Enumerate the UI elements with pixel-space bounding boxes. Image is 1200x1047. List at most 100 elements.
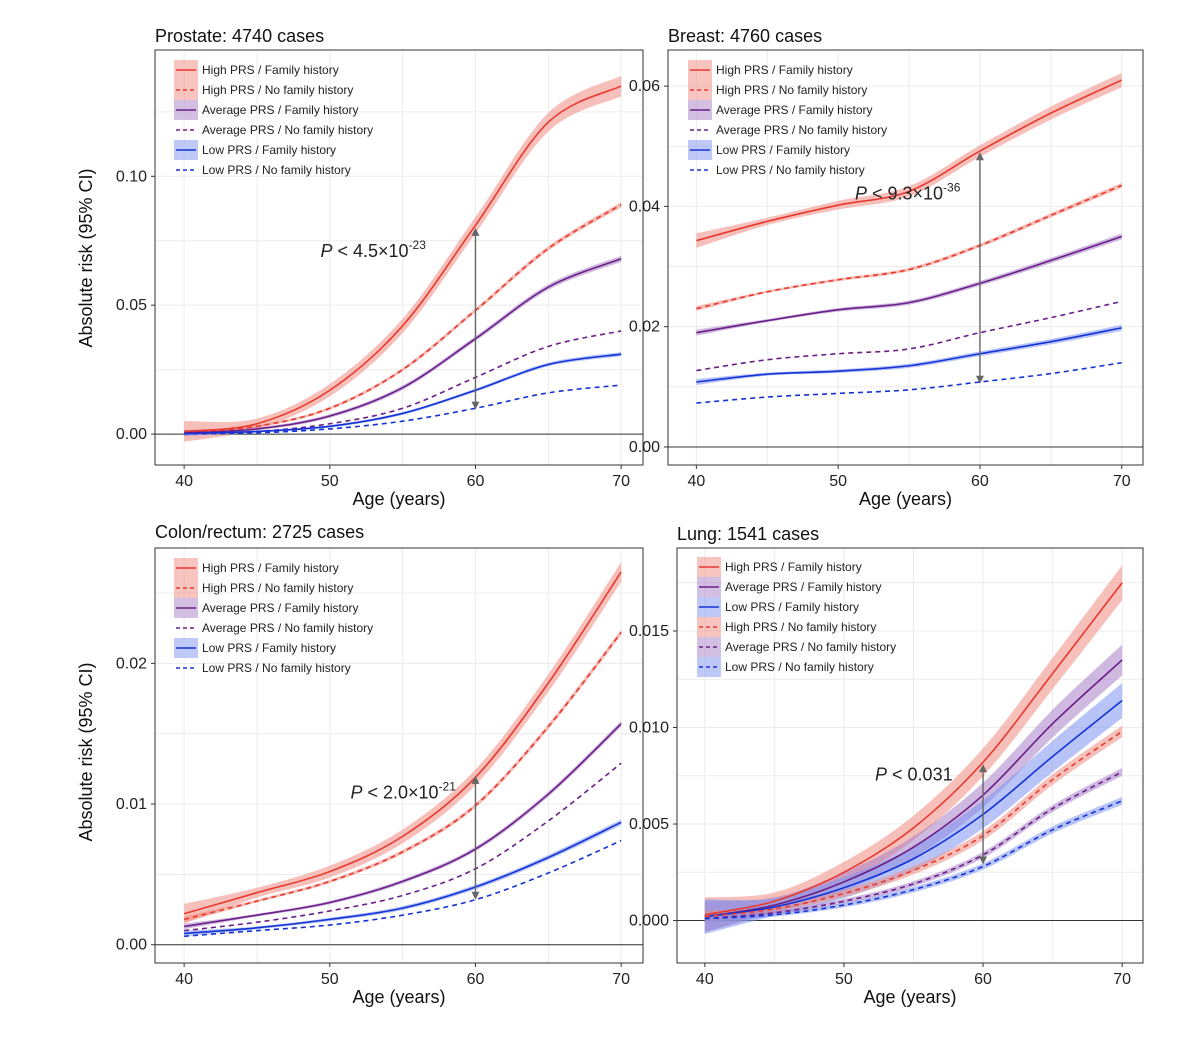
x-tick-label: 60 — [467, 473, 485, 490]
plot-frame — [154, 49, 644, 466]
legend-label: Average PRS / No family history — [202, 621, 373, 635]
legend-item: High PRS / No family history — [697, 617, 876, 637]
y-tick-label: 0.000 — [629, 913, 669, 930]
y-tick-label: 0.10 — [116, 168, 147, 185]
legend-item: Low PRS / No family history — [697, 657, 874, 677]
legend-label: High PRS / No family history — [202, 83, 353, 97]
y-tick-label: 0.02 — [629, 319, 660, 336]
x-tick-label: 40 — [175, 971, 193, 988]
legend: High PRS / Family history Average PRS / F… — [697, 557, 896, 677]
legend-label: Low PRS / No family history — [202, 661, 351, 675]
chart-title: Colon/rectum: 2725 cases — [155, 522, 364, 542]
legend-label: High PRS / No family history — [202, 581, 353, 595]
plot-frame — [154, 547, 644, 964]
legend-item: High PRS / No family history — [174, 578, 353, 598]
series-group — [704, 565, 1123, 935]
series-line — [184, 839, 622, 938]
legend-label: Low PRS / No family history — [725, 660, 874, 674]
y-tick-label: 0.015 — [629, 623, 669, 640]
legend-item: High PRS / Family history — [174, 60, 339, 80]
series-line — [704, 659, 1123, 918]
series-line — [696, 235, 1122, 334]
series-line — [184, 723, 622, 928]
legend-label: High PRS / Family history — [725, 560, 862, 574]
x-tick-label: 70 — [612, 473, 630, 490]
series-line — [184, 821, 622, 935]
legend: High PRS / Family history High PRS / No f… — [174, 60, 373, 177]
x-tick-label: 60 — [974, 971, 992, 988]
x-tick-label: 40 — [696, 971, 714, 988]
legend-item: Low PRS / No family history — [690, 163, 865, 177]
series-line — [184, 258, 622, 434]
x-tick-label: 70 — [1113, 971, 1131, 988]
series-line — [696, 79, 1123, 242]
legend-label: High PRS / No family history — [725, 620, 876, 634]
series-group — [184, 75, 622, 442]
series-line — [704, 800, 1123, 920]
legend-item: High PRS / Family history — [697, 557, 862, 577]
legend-item: Low PRS / Family history — [174, 638, 336, 658]
x-tick-label: 50 — [835, 971, 853, 988]
arrow-head-up — [471, 227, 480, 236]
series-line — [704, 582, 1123, 916]
legend-item: High PRS / No family history — [174, 80, 353, 100]
x-tick-label: 40 — [687, 473, 705, 490]
legend-item: Low PRS / Family history — [688, 140, 850, 160]
legend-label: Average PRS / No family history — [716, 123, 887, 137]
series-line — [184, 85, 622, 433]
series-line — [704, 730, 1123, 918]
legend-item: Average PRS / Family history — [174, 598, 359, 618]
legend-item: Average PRS / Family history — [688, 100, 873, 120]
x-tick-label: 40 — [175, 473, 193, 490]
y-axis-label-bottom: Absolute risk (95% CI) — [76, 662, 96, 841]
plot-frame — [667, 49, 1144, 466]
y-tick-label: 0.01 — [116, 796, 147, 813]
ci-band — [696, 72, 1122, 248]
series-line — [704, 699, 1123, 918]
series-line — [696, 327, 1122, 383]
x-tick-label: 50 — [829, 473, 847, 490]
x-axis-label: Age (years) — [863, 987, 956, 1007]
series-line — [184, 384, 622, 435]
legend-label: High PRS / Family history — [716, 63, 853, 77]
arrow-head-up — [979, 764, 988, 773]
legend-label: Low PRS / Family history — [202, 143, 336, 157]
series-line — [696, 361, 1122, 404]
x-tick-label: 60 — [971, 473, 989, 490]
series-line — [696, 184, 1123, 310]
series-line — [704, 771, 1123, 920]
x-tick-label: 50 — [321, 971, 339, 988]
legend-label: Low PRS / Family history — [202, 641, 336, 655]
arrow-head-down — [471, 401, 480, 410]
arrow-head-down — [975, 375, 984, 384]
chart-title: Prostate: 4740 cases — [155, 26, 324, 46]
y-tick-label: 0.02 — [116, 655, 147, 672]
p-value-annotation: P < 9.3×10-36 — [855, 181, 961, 204]
p-value-annotation: P < 4.5×10-23 — [320, 238, 426, 261]
chart-title: Breast: 4760 cases — [668, 26, 822, 46]
ci-band — [696, 182, 1122, 312]
series-line — [183, 631, 622, 921]
series-line — [184, 203, 622, 434]
legend-label: Average PRS / Family history — [202, 601, 359, 615]
legend-label: High PRS / Family history — [202, 63, 339, 77]
p-value-annotation: P < 2.0×10-21 — [350, 779, 456, 802]
chart-panel-2: Breast: 4760 cases 40 50 60 70 0.00 0.02 0.04 0.… — [629, 26, 1144, 509]
x-axis-label: Age (years) — [859, 489, 952, 509]
series-line — [184, 353, 622, 435]
y-axis-label-top: Absolute risk (95% CI) — [76, 168, 96, 347]
y-tick-label: 0.010 — [629, 720, 669, 737]
arrow-head-down — [471, 891, 480, 900]
legend-item: Average PRS / No family history — [176, 621, 373, 635]
legend-item: Low PRS / No family history — [176, 661, 351, 675]
legend-item: High PRS / Family history — [174, 558, 339, 578]
legend-label: Average PRS / Family history — [725, 580, 882, 594]
ci-band — [184, 75, 622, 442]
arrow-head-up — [975, 152, 984, 161]
legend-label: Low PRS / No family history — [716, 163, 865, 177]
arrow-head-down — [979, 856, 988, 865]
legend-label: Average PRS / No family history — [725, 640, 896, 654]
legend-item: Average PRS / Family history — [697, 577, 882, 597]
y-tick-label: 0.06 — [629, 78, 660, 95]
